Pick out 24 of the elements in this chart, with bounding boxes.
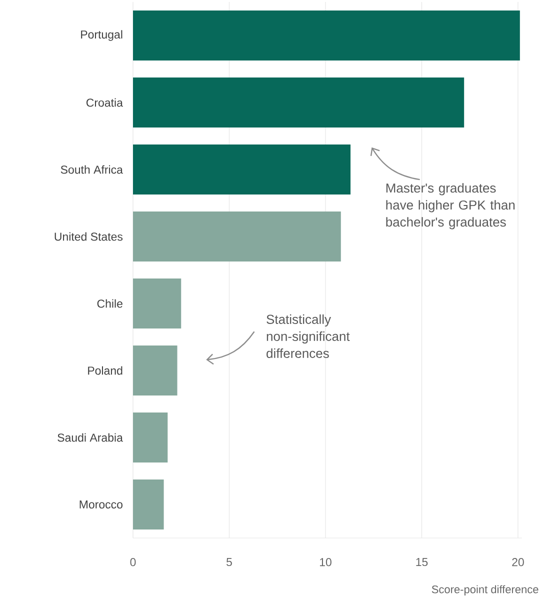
x-axis-title: Score-point difference (432, 585, 538, 596)
y-tick-label: United States (54, 232, 123, 241)
y-tick-label: Poland (88, 366, 122, 375)
bar (132, 412, 168, 463)
x-tick-label: 20 (512, 558, 524, 566)
y-tick-label: Morocco (80, 500, 122, 509)
bar (132, 212, 341, 262)
bar (132, 144, 351, 195)
y-tick-label: Croatia (86, 98, 123, 107)
annotation: Master's graduates have higher GPK than bachelor's graduates (386, 183, 515, 230)
bar (132, 78, 464, 128)
x-tick-label: 10 (320, 558, 332, 566)
x-tick-label: 5 (226, 558, 232, 566)
y-tick-label: Saudi Arabia (58, 433, 123, 442)
x-tick-label: 0 (130, 558, 136, 566)
bar (132, 346, 178, 396)
bar (132, 10, 520, 61)
y-tick-label: Portugal (81, 30, 122, 41)
y-tick-label: South Africa (60, 165, 123, 174)
x-tick-label: 15 (416, 558, 428, 566)
bar (132, 278, 182, 329)
y-tick-label: Chile (97, 299, 122, 308)
annotation: Statistically non-significant differences (266, 314, 350, 358)
bar (132, 480, 164, 530)
